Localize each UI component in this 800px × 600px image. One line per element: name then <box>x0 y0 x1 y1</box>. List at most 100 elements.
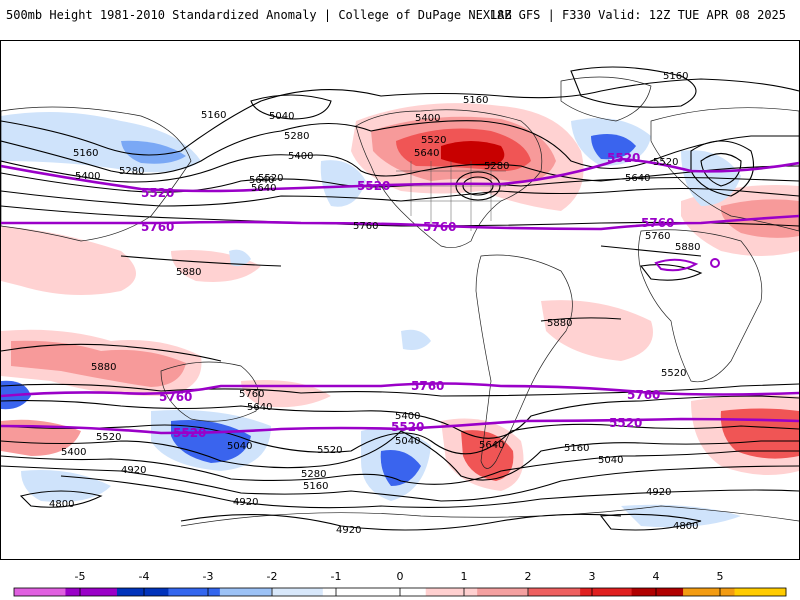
contour-5160-north <box>1 78 799 156</box>
contour-5280-south <box>1 450 799 485</box>
contour-label: 5640 <box>247 402 272 413</box>
contour-5280-north <box>1 120 799 175</box>
ref-contour-5520-south <box>1 417 799 435</box>
coast-greenland <box>560 76 652 122</box>
reference-label: 5760 <box>411 379 444 393</box>
contour-label: 5280 <box>301 469 326 480</box>
colorbar-tick-label: 1 <box>460 570 468 583</box>
colorbar-segment <box>734 588 787 596</box>
header: 500mb Height 1981-2010 Standardized Anom… <box>0 0 800 34</box>
contour-5760-north <box>1 205 799 227</box>
colorbar-segment <box>528 588 581 596</box>
reference-label: 5760 <box>423 220 456 234</box>
contour-label: 5400 <box>75 171 100 182</box>
reference-label: 5760 <box>641 216 674 230</box>
low-closed-europe <box>690 140 755 197</box>
contour-label: 5160 <box>663 71 688 82</box>
contour-label: 5520 <box>421 135 446 146</box>
coast-north-america <box>355 109 543 248</box>
colorbar-segment <box>65 588 118 596</box>
colorbar-segment <box>580 588 633 596</box>
contour-label: 4920 <box>233 497 258 508</box>
colorbar-segment <box>425 588 478 596</box>
anomaly-negative-tropical-2 <box>229 249 251 267</box>
low-closed-northwest <box>250 94 332 120</box>
reference-labels: 5520 5760 5520 5760 5520 5760 5760 5760 … <box>141 151 674 440</box>
anomaly-positive-sa-core <box>461 430 514 481</box>
anomaly-positive-southatl <box>541 300 653 361</box>
anomaly-map: 5160 5040 5280 5400 5520 5640 5760 5880 … <box>1 66 799 536</box>
contour-5640-south <box>1 395 799 439</box>
colorbar-segment <box>683 588 736 596</box>
contour-5520-south <box>1 423 799 455</box>
colorbar-tick-label: 5 <box>716 570 724 583</box>
colorbar-tick-label: -3 <box>202 570 214 583</box>
colorbar-segment <box>631 588 684 596</box>
anomaly-positive-indian-core <box>11 340 186 387</box>
ref-contour-5760-south <box>1 382 799 398</box>
model-run-info: 18Z GFS | F330 Valid: 12Z TUE APR 08 202… <box>489 8 786 22</box>
contour-label: 5160 <box>463 95 488 106</box>
ref-contour-5880-small <box>654 258 721 272</box>
contour-label: 5880 <box>176 267 201 278</box>
coast-south-america <box>475 254 573 469</box>
anomaly-negative-atl-core <box>591 133 636 160</box>
reference-label: 5520 <box>609 416 642 430</box>
reference-label: 5760 <box>627 388 660 402</box>
contour-label: 5880 <box>675 242 700 253</box>
coast-africa <box>638 229 763 383</box>
colorbar: -5 -4 -3 -2 -1 0 1 2 3 4 5 <box>0 570 800 600</box>
contour-label: 5160 <box>564 443 589 454</box>
reference-label: 5520 <box>173 426 206 440</box>
reference-contours <box>1 157 799 435</box>
contour-label: 5520 <box>653 157 678 168</box>
contour-label: 5760 <box>645 231 670 242</box>
colorbar-segment <box>219 588 272 596</box>
contour-5400-south <box>1 430 799 481</box>
ref-contour-5520-north <box>1 157 799 193</box>
contour-label: 5520 <box>661 368 686 379</box>
low-closed-na <box>455 171 501 201</box>
ref-contour-5760-north <box>1 214 799 231</box>
colorbar-tick-label: -2 <box>266 570 278 583</box>
contour-label: 5040 <box>395 436 420 447</box>
contour-label: 5280 <box>284 131 309 142</box>
reference-label: 5520 <box>391 420 424 434</box>
contour-4800-south <box>19 490 702 531</box>
colorbar-tick-label: 0 <box>396 570 404 583</box>
anomaly-negative-tropical <box>401 329 431 350</box>
colorbar-strip <box>13 587 787 597</box>
contour-label: 4920 <box>646 487 671 498</box>
colorbar-tick-label: -4 <box>138 570 150 583</box>
height-contours <box>1 66 799 531</box>
contour-5760-south <box>1 383 799 397</box>
reference-label: 5520 <box>141 186 174 200</box>
negative-anomaly-layer <box>1 112 741 528</box>
colorbar-segment <box>14 588 66 596</box>
map-title: 500mb Height 1981-2010 Standardized Anom… <box>6 8 512 22</box>
contour-label: 5880 <box>547 318 572 329</box>
contour-5880-south <box>1 317 622 362</box>
contour-label: 4800 <box>673 521 698 532</box>
contour-label: 4920 <box>336 525 361 536</box>
contour-label: 5160 <box>201 110 226 121</box>
coast-antarctica <box>180 505 799 527</box>
coast-australia <box>160 361 260 422</box>
contour-label: 5520 <box>258 173 283 184</box>
contour-label: 5640 <box>249 175 274 186</box>
contour-label: 5400 <box>395 411 420 422</box>
colorbar-segment <box>116 588 169 596</box>
contour-label: 5880 <box>91 362 116 373</box>
contour-label: 5760 <box>239 389 264 400</box>
contour-5880-north <box>120 245 703 281</box>
colorbar-tick-label: 3 <box>588 570 596 583</box>
contour-label: 5280 <box>484 161 509 172</box>
reference-label: 5520 <box>357 179 390 193</box>
contour-label: 5640 <box>414 148 439 159</box>
contour-4920-south <box>60 475 799 509</box>
contour-label: 5160 <box>73 148 98 159</box>
contour-label: 5640 <box>251 183 276 194</box>
contour-label: 4800 <box>49 499 74 510</box>
anomaly-negative-nw <box>1 112 201 173</box>
anomaly-negative-nw-core <box>121 140 186 164</box>
